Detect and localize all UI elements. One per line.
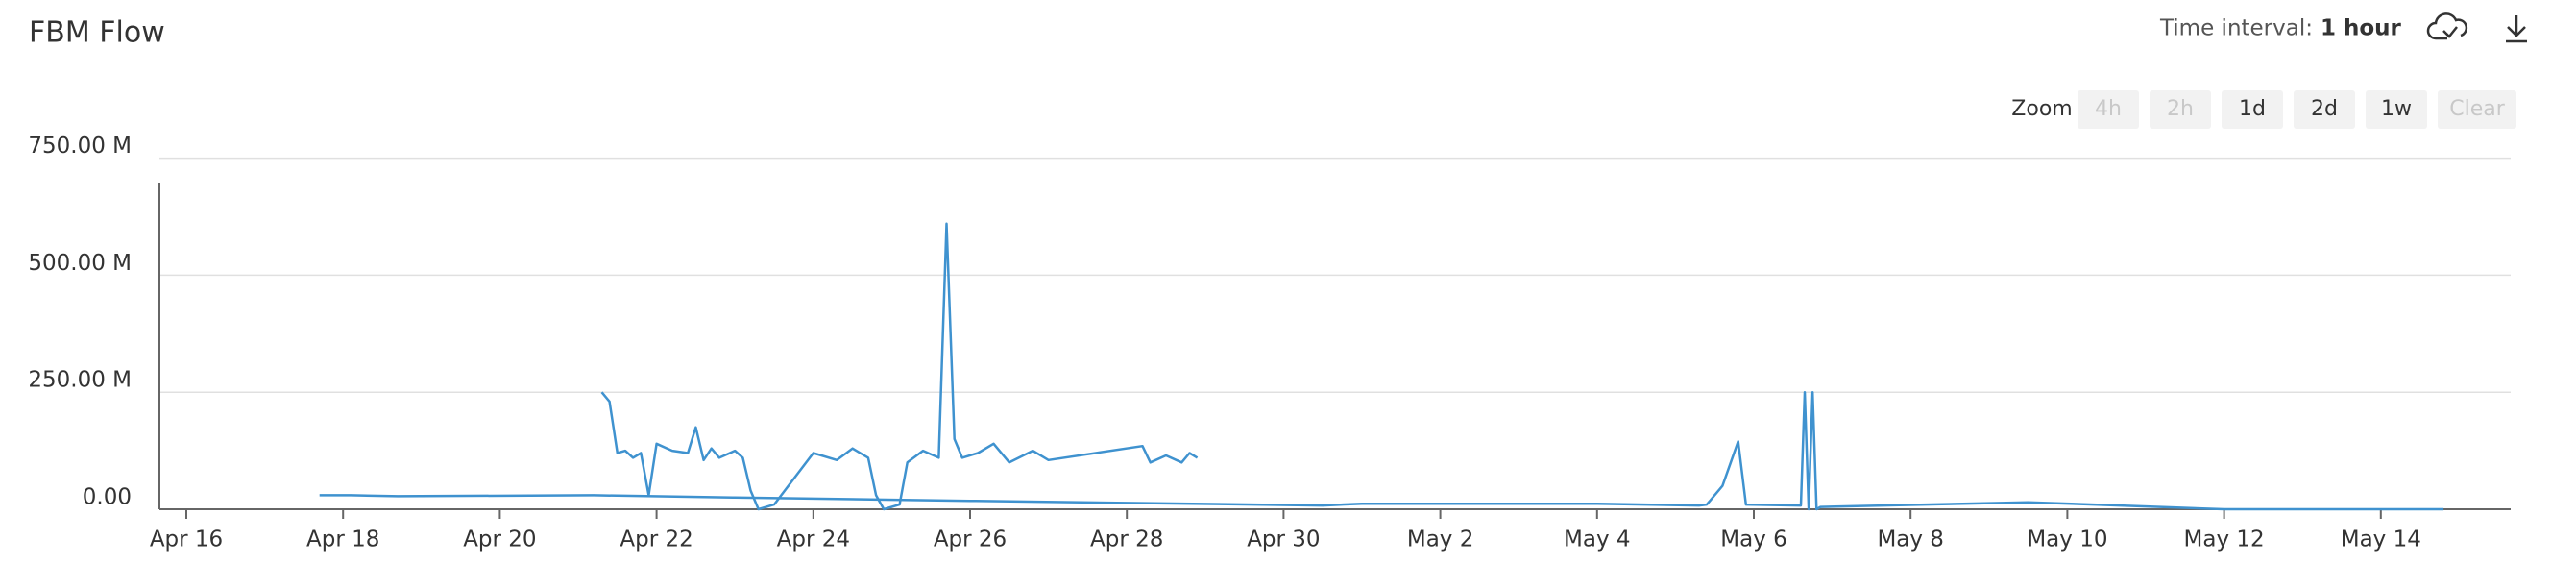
zoom-label: Zoom xyxy=(2011,97,2072,121)
interval-label: Time interval: xyxy=(2159,16,2313,41)
data-line xyxy=(600,222,1199,511)
zoom-button[interactable] xyxy=(2294,90,2355,129)
zoom-button-label: Clear xyxy=(2449,97,2505,121)
y-tick-label: 500.00 M xyxy=(28,251,132,276)
zoom-button-label[interactable]: 1d xyxy=(2239,97,2266,121)
x-tick-label: Apr 26 xyxy=(934,528,1007,553)
zoom-button xyxy=(2438,90,2516,129)
chart-title: FBM Flow xyxy=(29,16,165,50)
x-tick-label: May 2 xyxy=(1407,528,1474,553)
download-icon[interactable] xyxy=(2506,15,2527,43)
x-tick-label: Apr 18 xyxy=(306,528,379,553)
x-tick-label: May 10 xyxy=(2027,528,2107,553)
zoom-button-label[interactable]: 2d xyxy=(2311,97,2338,121)
x-tick-label: Apr 24 xyxy=(777,528,850,553)
x-tick-label: Apr 22 xyxy=(620,528,693,553)
x-tick-label: May 12 xyxy=(2184,528,2265,553)
zoom-button xyxy=(2078,90,2139,129)
data-line xyxy=(319,390,2444,511)
zoom-button[interactable] xyxy=(2366,90,2427,129)
cloud-icon[interactable] xyxy=(2426,12,2468,40)
x-tick-label: May 4 xyxy=(1564,528,1631,553)
y-tick-label: 250.00 M xyxy=(28,368,132,393)
x-tick-label: May 6 xyxy=(1720,528,1787,553)
zoom-button[interactable] xyxy=(2222,90,2283,129)
zoom-button-label[interactable]: 1w xyxy=(2381,97,2412,121)
x-tick-label: Apr 16 xyxy=(150,528,223,553)
zoom-button-label: 2h xyxy=(2167,97,2194,121)
zoom-button xyxy=(2150,90,2211,129)
x-tick-label: May 8 xyxy=(1877,528,1944,553)
x-tick-label: Apr 28 xyxy=(1090,528,1163,553)
y-tick-label: 750.00 M xyxy=(28,134,132,159)
interval-value[interactable]: 1 hour xyxy=(2321,16,2402,41)
zoom-button-label: 4h xyxy=(2095,97,2122,121)
y-tick-label: 0.00 xyxy=(83,485,132,510)
x-tick-label: Apr 30 xyxy=(1247,528,1320,553)
x-tick-label: Apr 20 xyxy=(463,528,536,553)
x-tick-label: May 14 xyxy=(2341,528,2421,553)
